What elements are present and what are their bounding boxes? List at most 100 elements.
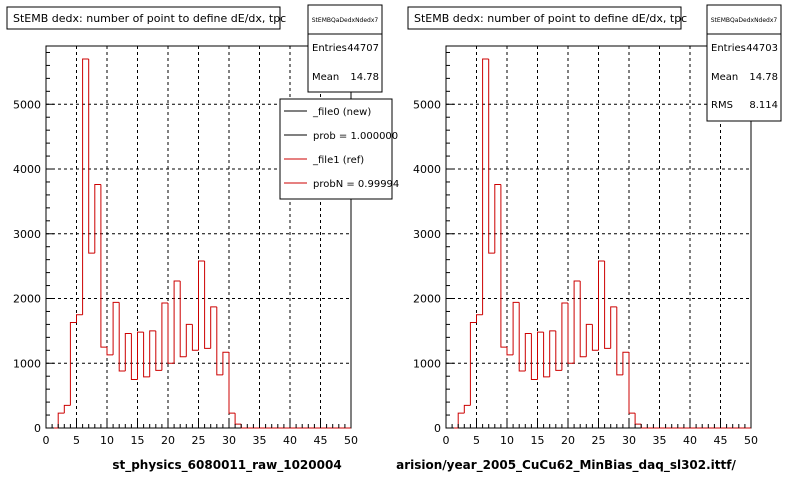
histogram-bin [94,184,101,254]
panel-right: 0 5 10 15 20 25 30 35 40 45 50 0 1000 2000 3000 4000 500… [396,4,782,473]
stats-label: Entries [711,43,746,54]
histogram-bin [228,352,236,414]
chart-title-right: StEMB dedx: number of point to define dE… [414,12,687,25]
histogram-bin [457,412,465,428]
histogram-bin [610,306,617,349]
stats-value: 44703 [746,43,778,54]
stats-box-left: StEMBQaDedxNdedx7 Entries 44707 Mean 14.… [307,4,383,93]
x-axis-title-left: st_physics_6080011_raw_1020004 [112,458,341,473]
stats-value: 14.78 [749,72,778,83]
legend-entry-label: _file1 (ref) [312,155,364,166]
y-tick-label: 1000 [413,357,441,370]
histogram-bin [622,351,629,375]
histogram-bin [179,281,187,358]
stats-label: Mean [312,72,339,83]
legend-entry-label: _file0 (new) [312,107,371,118]
legend-entry-label: prob = 1.000000 [313,131,398,142]
x-tick-label: 50 [344,434,358,447]
histogram-bin [494,184,501,254]
stats-value: 44707 [347,43,379,54]
x-tick-label: 40 [283,434,297,447]
histogram-bin [57,412,65,428]
stats-name-right: StEMBQaDedxNdedx7 [711,17,778,24]
y-tick-label: 5000 [413,98,441,111]
stats-label: RMS [711,100,733,111]
y-tick-label: 0 [434,422,441,435]
legend-left: _file0 (new) prob = 1.000000 _file1 (ref… [279,98,399,200]
x-tick-label: 15 [131,434,145,447]
histogram-bin [149,330,156,377]
x-tick-label: 5 [73,434,80,447]
histogram-bin [155,330,162,371]
histogram-bin [561,302,568,371]
y-tick-label: 1000 [13,357,41,370]
y-tick-label: 5000 [13,98,41,111]
y-tick-label: 4000 [413,163,441,176]
histogram-bin [476,314,483,323]
x-tick-label: 45 [314,434,328,447]
histogram-bin [488,58,495,254]
histogram-bin [604,260,611,349]
stats-value: 14.78 [350,72,379,83]
x-tick-label: 0 [443,434,450,447]
plot-area-right: 0 5 10 15 20 25 30 35 40 45 50 0 1000 2000 3000 4000 500… [413,45,758,447]
x-tick-label: 20 [561,434,575,447]
y-tick-label: 3000 [413,228,441,241]
histogram-bin [100,184,107,348]
x-tick-label: 20 [161,434,175,447]
x-tick-label: 50 [744,434,758,447]
histogram-bin [216,306,223,376]
histogram-bin [118,302,126,372]
histogram-bin [198,260,205,351]
histogram-bin [167,303,175,364]
stats-label: Mean [711,72,738,83]
stats-label: Entries [312,43,347,54]
y-tick-label: 2000 [413,293,441,306]
histogram-bin [82,58,89,315]
x-tick-label: 15 [531,434,545,447]
histogram-bin [549,330,556,377]
stats-value: 8.114 [749,100,778,111]
histogram-bin [130,333,138,380]
y-tick-label: 3000 [13,228,41,241]
histogram-bin [161,302,168,371]
x-tick-label: 0 [43,434,50,447]
histogram-bin [88,58,95,254]
x-tick-label: 10 [100,434,114,447]
legend-entry-label: probN = 0.99994 [313,179,399,190]
y-tick-label: 4000 [13,163,41,176]
histogram-bin [173,280,181,364]
axis-ticks-right: 0 5 10 15 20 25 30 35 40 45 50 0 1000 2000 3000 4000 500… [413,51,758,447]
x-tick-label: 25 [592,434,606,447]
x-tick-label: 25 [192,434,206,447]
x-tick-label: 30 [222,434,236,447]
histogram-bin [106,347,114,356]
x-tick-label: 5 [473,434,480,447]
histogram-bin [185,323,193,357]
histogram-bin [573,280,581,364]
y-tick-label: 2000 [13,293,41,306]
histogram-bin [518,302,526,372]
histogram-bin [628,352,636,414]
histogram-bin [124,332,132,372]
histogram-bin [482,58,489,315]
title-box-right: StEMB dedx: number of point to define dE… [407,6,687,30]
x-axis-title-right: arision/year_2005_CuCu62_MinBias_daq_sl3… [396,458,736,473]
histogram-bin [555,330,562,371]
x-tick-label: 40 [683,434,697,447]
histogram-bin [500,184,507,348]
histogram-bin [143,332,150,378]
histogram-bin [591,324,599,351]
title-box-left: StEMB dedx: number of point to define dE… [6,6,286,30]
histogram-bin [543,332,550,378]
histogram-bin [191,324,199,351]
histogram-bin [567,303,575,364]
histogram-bin [512,301,520,355]
histogram-bin [222,351,229,375]
x-tick-label: 30 [622,434,636,447]
x-tick-label: 10 [500,434,514,447]
histogram-bin [210,306,217,349]
histogram-bin [579,281,587,358]
histogram-bin [204,260,211,349]
